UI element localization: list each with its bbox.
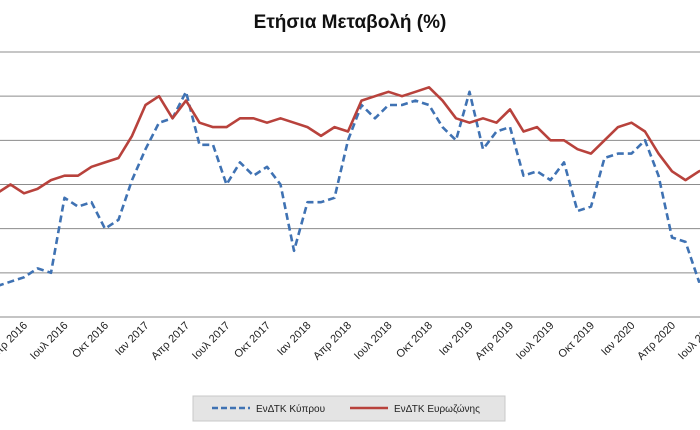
x-tick-label: Ιουλ 2020 [676, 320, 700, 363]
x-tick-label: Ιουλ 2018 [352, 320, 395, 363]
x-tick-label: Ιουλ 2016 [28, 320, 71, 363]
x-tick-label: Απρ 2016 [0, 320, 30, 363]
x-tick-label: Απρ 2017 [149, 320, 192, 363]
x-tick-label: Απρ 2018 [311, 320, 354, 363]
x-tick-label: Ιαν 2019 [437, 320, 476, 359]
x-tick-label: Οκτ 2019 [556, 320, 597, 361]
series-line [0, 90, 700, 287]
x-tick-label: Ιαν 2020 [599, 320, 638, 359]
x-tick-label: Ιουλ 2019 [514, 320, 557, 363]
x-tick-label: Απρ 2020 [635, 320, 678, 363]
legend-label: ΕνΔΤΚ Κύπρου [256, 403, 325, 415]
series-line [0, 86, 700, 195]
x-tick-label: Ιουλ 2017 [190, 320, 233, 363]
x-tick-label: Ιαν 2018 [275, 320, 314, 359]
plot-area [0, 51, 700, 318]
x-tick-label: Οκτ 2016 [70, 320, 111, 361]
legend: ΕνΔΤΚ Κύπρου ΕνΔΤΚ Ευρωζώνης [212, 403, 480, 415]
x-tick-label: Ιαν 2017 [113, 320, 152, 359]
chart-title: Ετήσια Μεταβολή (%) [254, 12, 447, 33]
x-tick-label: Οκτ 2017 [232, 320, 273, 361]
x-tick-label: Απρ 2019 [473, 320, 516, 363]
x-tick-label: Οκτ 2018 [394, 320, 435, 361]
legend-label: ΕνΔΤΚ Ευρωζώνης [394, 403, 480, 415]
